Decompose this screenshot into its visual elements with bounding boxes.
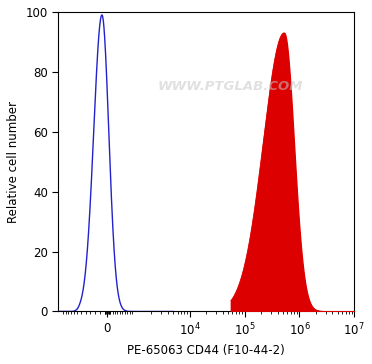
X-axis label: PE-65063 CD44 (F10-44-2): PE-65063 CD44 (F10-44-2): [127, 344, 285, 357]
Text: WWW.PTGLAB.COM: WWW.PTGLAB.COM: [157, 80, 302, 93]
Y-axis label: Relative cell number: Relative cell number: [7, 101, 20, 223]
